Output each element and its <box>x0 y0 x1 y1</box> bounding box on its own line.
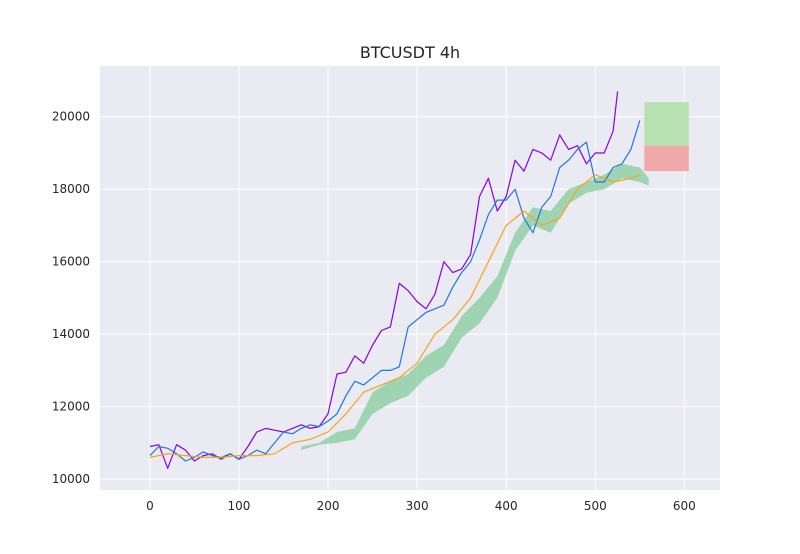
series-line-base <box>149 174 641 458</box>
series-line-price <box>149 120 641 462</box>
chart-title: BTCUSDT 4h <box>360 43 460 62</box>
y-axis-ticks: 10000 12000 14000 16000 18000 20000 <box>52 110 90 486</box>
x-tick-label: 400 <box>495 499 518 513</box>
grid-lines <box>100 66 720 490</box>
x-tick-label: 300 <box>406 499 429 513</box>
x-tick-label: 0 <box>146 499 154 513</box>
x-tick-label: 600 <box>673 499 696 513</box>
x-tick-label: 500 <box>584 499 607 513</box>
forecast-box-2 <box>644 145 689 172</box>
y-tick-label: 18000 <box>52 182 90 196</box>
series-lines <box>149 91 641 469</box>
ichimoku-cloud <box>301 163 649 451</box>
cloud-area <box>301 163 649 451</box>
y-tick-label: 14000 <box>52 327 90 341</box>
x-axis-ticks: 0 100 200 300 400 500 600 <box>146 499 696 513</box>
y-tick-label: 16000 <box>52 255 90 269</box>
forecast-boxes <box>644 102 689 172</box>
plot-area <box>100 66 720 490</box>
y-tick-label: 10000 <box>52 472 90 486</box>
y-tick-label: 12000 <box>52 400 90 414</box>
y-tick-label: 20000 <box>52 110 90 124</box>
forecast-box-1 <box>644 102 689 146</box>
x-tick-label: 200 <box>317 499 340 513</box>
x-tick-label: 100 <box>228 499 251 513</box>
